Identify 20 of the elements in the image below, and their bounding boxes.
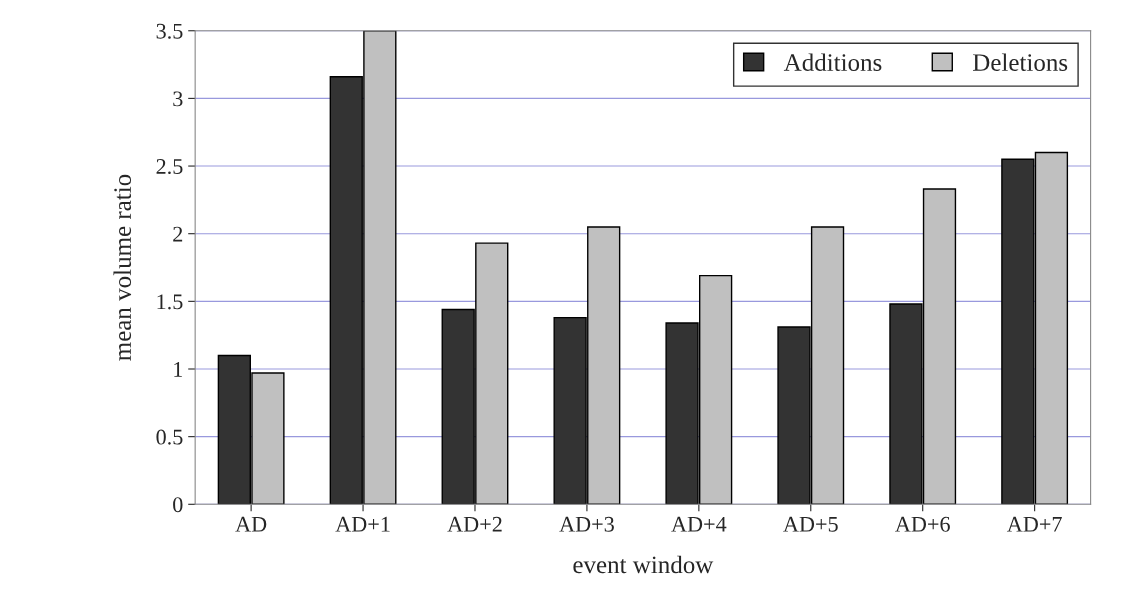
- legend-label: Additions: [783, 53, 882, 71]
- x-axis-title: event window: [573, 555, 714, 574]
- x-tick-label: AD+6: [895, 516, 950, 532]
- y-tick-label: 3: [173, 91, 183, 107]
- y-axis-title: mean volume ratio: [113, 174, 132, 361]
- y-tick-label: 0.5: [156, 429, 183, 445]
- x-tick-label: AD+7: [1006, 516, 1062, 532]
- x-tick-label: AD: [235, 516, 267, 532]
- legend-label: Deletions: [973, 53, 1068, 71]
- y-tick-label: 2.5: [156, 159, 183, 175]
- y-tick-label: 2: [173, 226, 183, 242]
- y-tick-label: 0: [173, 497, 183, 513]
- x-tick-label: AD+3: [559, 516, 614, 532]
- x-tick-label: AD+1: [335, 516, 390, 532]
- y-tick-label: 3.5: [156, 23, 183, 39]
- x-tick-label: AD+2: [447, 516, 502, 532]
- y-tick-label: 1.5: [157, 294, 183, 310]
- x-tick-label: AD+4: [671, 516, 727, 532]
- y-tick-label: 1: [174, 362, 183, 377]
- x-tick-label: AD+5: [783, 516, 838, 532]
